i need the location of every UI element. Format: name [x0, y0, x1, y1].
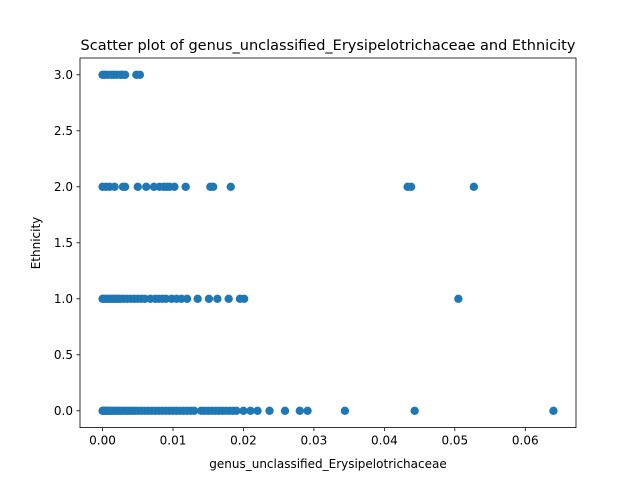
x-tick-label: 0.00 — [89, 434, 116, 448]
data-point — [239, 294, 249, 303]
data-point — [110, 182, 119, 191]
x-tick-label: 0.01 — [160, 434, 187, 448]
data-point — [135, 70, 145, 80]
x-tick-label: 0.04 — [371, 434, 398, 448]
x-axis-ticks: 0.00 0.01 0.02 0.03 0.04 0.05 0.06 — [89, 427, 539, 448]
y-tick-label: 0.0 — [54, 404, 73, 418]
data-point — [549, 406, 558, 415]
data-point — [454, 294, 463, 303]
data-point — [120, 182, 130, 191]
x-tick-label: 0.03 — [301, 434, 328, 448]
y-tick-label: 0.5 — [54, 348, 73, 362]
data-point — [189, 406, 199, 415]
data-points — [98, 70, 558, 415]
data-point — [226, 182, 235, 191]
data-point — [204, 294, 214, 303]
x-axis-label: genus_unclassified_Erysipelotrichaceae — [209, 457, 446, 471]
data-point — [406, 182, 416, 191]
data-point — [303, 406, 312, 415]
data-point — [208, 182, 218, 191]
data-point — [224, 294, 233, 303]
y-axis-ticks: 0.0 0.5 1.0 1.5 2.0 2.5 3.0 — [54, 68, 80, 418]
x-tick-label: 0.02 — [230, 434, 257, 448]
data-point — [182, 294, 192, 303]
data-point — [410, 406, 419, 415]
data-point — [280, 406, 290, 415]
y-tick-label: 3.0 — [54, 68, 73, 82]
y-tick-label: 1.5 — [54, 236, 73, 250]
data-point — [265, 406, 274, 415]
data-point — [253, 406, 262, 415]
y-tick-label: 2.5 — [54, 124, 73, 138]
y-tick-label: 1.0 — [54, 292, 73, 306]
chart-title: Scatter plot of genus_unclassified_Erysi… — [81, 38, 576, 54]
data-point — [469, 182, 479, 191]
data-point — [239, 406, 248, 415]
x-tick-label: 0.06 — [512, 434, 539, 448]
data-point — [295, 406, 305, 415]
x-tick-label: 0.05 — [441, 434, 468, 448]
data-point — [142, 182, 151, 191]
y-tick-label: 2.0 — [54, 180, 73, 194]
data-point — [232, 406, 241, 415]
data-point — [213, 294, 222, 303]
data-point — [340, 406, 350, 415]
data-point — [170, 182, 179, 191]
data-point — [193, 294, 202, 303]
data-point — [133, 182, 142, 191]
data-point — [181, 182, 190, 191]
data-point — [120, 70, 130, 80]
y-axis-label: Ethnicity — [29, 217, 43, 270]
data-point — [246, 406, 255, 415]
